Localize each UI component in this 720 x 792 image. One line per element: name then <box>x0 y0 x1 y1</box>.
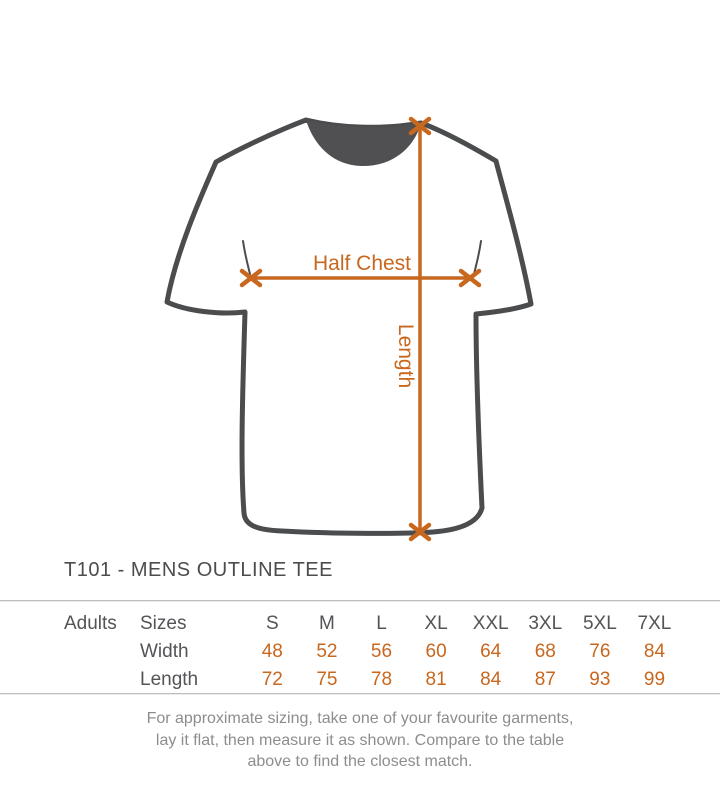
half-chest-label: Half Chest <box>313 252 411 275</box>
measurement-annotations: Half Chest Length <box>239 116 482 542</box>
width-value: 60 <box>425 641 447 662</box>
width-value: 56 <box>370 641 393 662</box>
x-marker-length-top <box>408 116 432 136</box>
tshirt-collar <box>306 120 421 167</box>
length-value: 93 <box>589 669 611 690</box>
size-col-header: S <box>265 613 279 634</box>
size-col-header: 5XL <box>582 613 617 634</box>
length-value: 75 <box>316 669 338 690</box>
table-row-header: Sizes <box>140 613 187 634</box>
length-value: 81 <box>425 669 447 690</box>
size-col-header: XXL <box>472 613 509 634</box>
armpit-crease-left <box>242 240 251 275</box>
length-value: 99 <box>643 669 666 690</box>
width-value: 76 <box>589 641 611 662</box>
table-row-sizes: Adults Sizes S M L XL XXL 3XL 5XL 7XL <box>0 610 720 638</box>
table-group-label: Adults <box>64 613 117 634</box>
tshirt-outline <box>164 117 534 536</box>
table-group-spacer <box>64 666 140 694</box>
x-marker-length-bottom <box>408 522 432 542</box>
table-divider-top <box>0 600 720 601</box>
width-value: 48 <box>261 641 283 662</box>
product-title: T101 - MENS OUTLINE TEE <box>64 559 333 581</box>
length-value: 72 <box>261 669 283 690</box>
sizing-instructions-line: lay it flat, then measure it as shown. C… <box>155 731 565 749</box>
size-col-header: 7XL <box>637 613 672 634</box>
table-row-width: Width 48 52 56 60 64 68 76 84 <box>0 638 720 666</box>
sizing-instructions: For approximate sizing, take one of your… <box>0 708 720 773</box>
x-marker-chest-right <box>458 268 482 288</box>
size-col-header: M <box>318 613 335 634</box>
length-value: 84 <box>480 669 502 690</box>
length-value: 78 <box>370 669 393 690</box>
table-divider-bottom <box>0 693 720 694</box>
table-row-length: Length 72 75 78 81 84 87 93 99 <box>0 666 720 694</box>
size-col-header: XL <box>424 613 448 634</box>
width-value: 68 <box>534 641 556 662</box>
width-value: 84 <box>643 641 666 662</box>
tshirt-measurement-diagram: Half Chest Length <box>164 116 534 542</box>
table-row-header: Length <box>140 669 199 690</box>
table-group-spacer <box>64 638 140 666</box>
table-row-header: Width <box>140 641 189 662</box>
width-value: 64 <box>480 641 502 662</box>
sizing-instructions-line: above to find the closest match. <box>247 753 473 770</box>
x-marker-chest-left <box>239 268 263 288</box>
size-col-header: 3XL <box>528 613 563 634</box>
size-col-header: L <box>376 613 387 634</box>
length-label: Length <box>394 324 417 388</box>
sizing-instructions-line: For approximate sizing, take one of your… <box>146 710 574 727</box>
length-value: 87 <box>534 669 556 690</box>
width-value: 52 <box>316 641 338 662</box>
